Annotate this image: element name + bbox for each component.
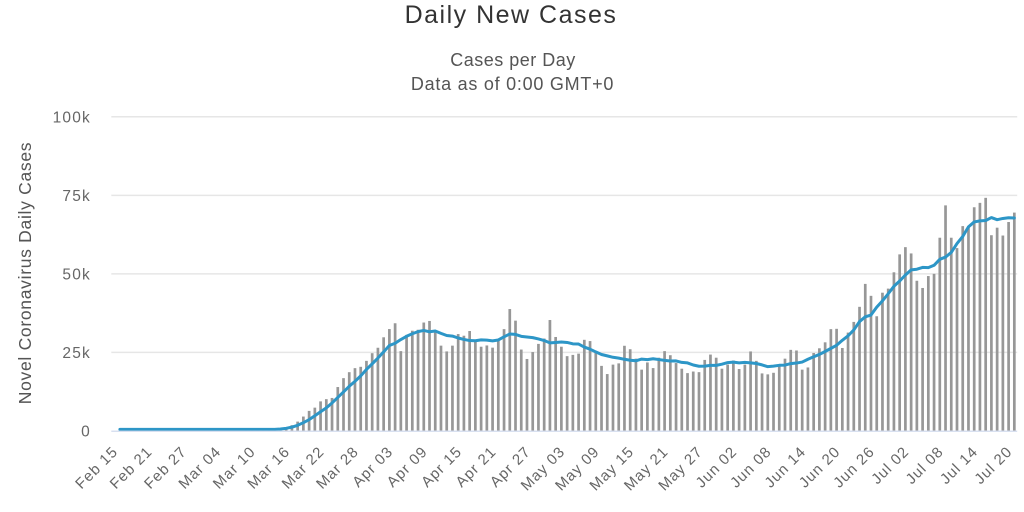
svg-text:Cases per Day: Cases per Day	[450, 50, 576, 70]
svg-text:75k: 75k	[62, 188, 91, 205]
svg-text:Daily New Cases: Daily New Cases	[405, 1, 618, 29]
svg-text:100k: 100k	[53, 110, 91, 127]
svg-text:Novel Coronavirus Daily Cases: Novel Coronavirus Daily Cases	[15, 142, 35, 404]
svg-text:25k: 25k	[62, 345, 91, 362]
svg-text:Data as of 0:00 GMT+0: Data as of 0:00 GMT+0	[411, 74, 614, 94]
svg-text:0: 0	[81, 424, 91, 441]
svg-text:50k: 50k	[62, 267, 91, 284]
